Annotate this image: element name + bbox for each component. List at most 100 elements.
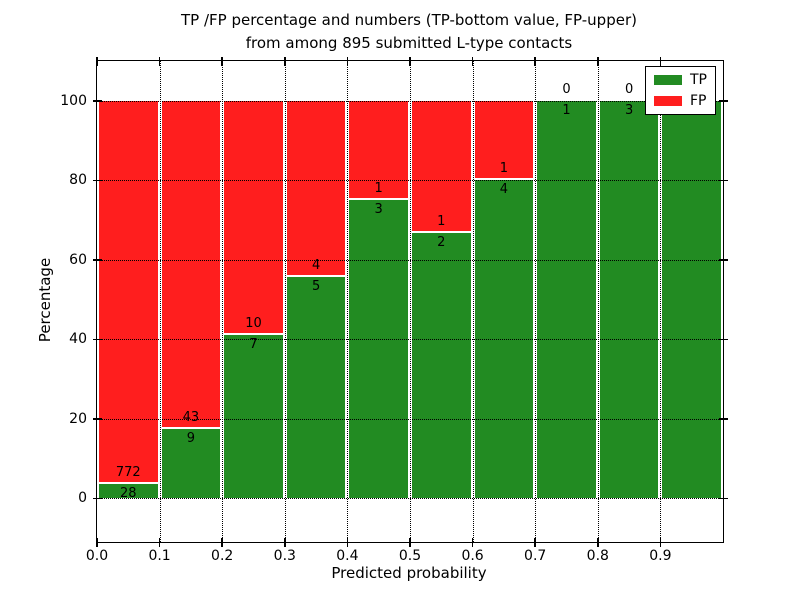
tp-count-label: 3 <box>374 202 383 218</box>
x-tick-mark <box>221 537 223 547</box>
y-tick-mark-right <box>718 418 728 420</box>
v-gridline <box>222 61 224 542</box>
x-tick-mark-top <box>96 56 98 66</box>
y-tick-mark <box>92 179 102 181</box>
v-gridline <box>660 61 662 542</box>
plot-area: TP FP 77228439107451312140103010.00.10.2… <box>60 56 728 564</box>
fp-count-label: 1 <box>499 161 509 177</box>
bar-segment-fp <box>412 100 471 234</box>
bar-segment-tp <box>161 429 221 499</box>
x-tick-label: 0.4 <box>336 548 359 564</box>
legend-swatch-tp-icon <box>654 75 682 85</box>
v-gridline <box>597 61 599 542</box>
x-tick-mark <box>409 537 411 547</box>
y-tick-mark <box>92 338 102 340</box>
y-tick-mark <box>92 259 102 261</box>
v-gridline <box>347 61 349 542</box>
x-tick-mark-top <box>659 56 662 66</box>
legend-entry-tp: TP <box>654 72 707 88</box>
tp-count-label: 7 <box>249 336 258 352</box>
fp-count-label: 43 <box>182 410 200 426</box>
v-gridline <box>410 61 411 542</box>
y-tick-mark <box>92 100 102 102</box>
tp-count-label: 9 <box>186 431 196 447</box>
x-tick-label: 0.6 <box>461 548 484 564</box>
y-tick-mark-right <box>718 259 728 261</box>
chart-title-line2: from among 895 submitted L-type contacts <box>245 34 573 52</box>
v-gridline <box>472 61 474 542</box>
tp-count-label: 3 <box>624 102 634 118</box>
chart-title: TP /FP percentage and numbers (TP-bottom… <box>96 9 722 55</box>
bar-segment-tp <box>224 334 283 499</box>
bar-segment-fp <box>224 100 283 335</box>
tp-count-label: 4 <box>499 182 509 198</box>
bar-segment-fp <box>286 100 346 278</box>
fp-count-label: 1 <box>437 214 446 230</box>
x-tick-label: 0.9 <box>649 548 672 564</box>
x-tick-mark <box>284 537 286 547</box>
fp-count-label: 0 <box>562 81 571 97</box>
y-tick-label: 0 <box>78 490 87 507</box>
v-gridline <box>535 61 537 542</box>
bar-segment-fp <box>99 100 158 485</box>
v-gridline <box>284 61 286 542</box>
bar-segment-tp <box>537 100 596 499</box>
x-tick-mark <box>659 537 662 547</box>
tp-count-label: 28 <box>120 486 137 502</box>
y-tick-mark <box>92 418 102 420</box>
x-tick-label: 0.7 <box>524 548 547 564</box>
bar-segment-fp <box>349 100 408 201</box>
x-tick-label: 0.2 <box>211 548 234 564</box>
x-tick-label: 0.0 <box>85 548 109 564</box>
chart-title-line1: TP /FP percentage and numbers (TP-bottom… <box>181 11 637 29</box>
bar-segment-fp <box>161 100 221 430</box>
x-tick-mark <box>96 537 98 547</box>
fp-count-label: 1 <box>374 181 383 197</box>
y-tick-label: 40 <box>69 331 87 348</box>
bar-segment-tp <box>286 277 346 499</box>
x-tick-mark-top <box>471 56 474 66</box>
bar-segment-tp <box>99 484 158 499</box>
x-axis-title: Predicted probability <box>331 564 487 582</box>
y-tick-mark-right <box>718 338 728 340</box>
y-axis-title: Percentage <box>36 257 54 343</box>
tp-count-label: 1 <box>562 102 571 118</box>
legend-swatch-fp-icon <box>654 96 682 106</box>
y-tick-mark-right <box>718 497 728 500</box>
fp-count-label: 772 <box>115 465 141 481</box>
bar-segment-tp <box>349 200 408 499</box>
x-tick-mark <box>534 537 536 547</box>
x-tick-mark-top <box>534 56 536 66</box>
legend-label-fp: FP <box>690 93 707 109</box>
fp-count-label: 10 <box>245 315 262 331</box>
x-tick-label: 0.5 <box>398 548 422 564</box>
x-tick-mark-top <box>409 56 411 66</box>
v-gridline <box>159 61 161 542</box>
x-tick-mark-top <box>597 56 599 66</box>
x-tick-mark-top <box>221 56 223 66</box>
tp-count-label: 5 <box>311 279 321 295</box>
legend: TP FP <box>645 66 716 115</box>
x-tick-label: 0.8 <box>586 548 609 564</box>
x-tick-mark-top <box>284 56 286 66</box>
x-tick-mark-top <box>158 56 161 66</box>
x-tick-label: 0.3 <box>273 548 296 564</box>
x-tick-mark <box>158 537 161 547</box>
y-tick-label: 60 <box>69 251 87 268</box>
y-tick-mark-right <box>718 179 728 181</box>
y-tick-label: 100 <box>60 92 87 109</box>
y-tick-label: 80 <box>69 172 87 189</box>
legend-label-tp: TP <box>690 72 707 88</box>
bar-segment-fp <box>474 100 534 181</box>
fp-count-label: 0 <box>624 81 634 97</box>
bar-segment-tp <box>599 100 659 499</box>
tp-count-label: 2 <box>437 235 446 251</box>
y-tick-mark-right <box>718 100 728 102</box>
y-tick-label: 20 <box>69 410 87 427</box>
x-tick-mark <box>597 537 599 547</box>
legend-entry-fp: FP <box>654 93 707 109</box>
x-tick-mark <box>346 537 349 547</box>
y-tick-mark <box>92 497 102 500</box>
bar-segment-tp <box>412 233 471 499</box>
